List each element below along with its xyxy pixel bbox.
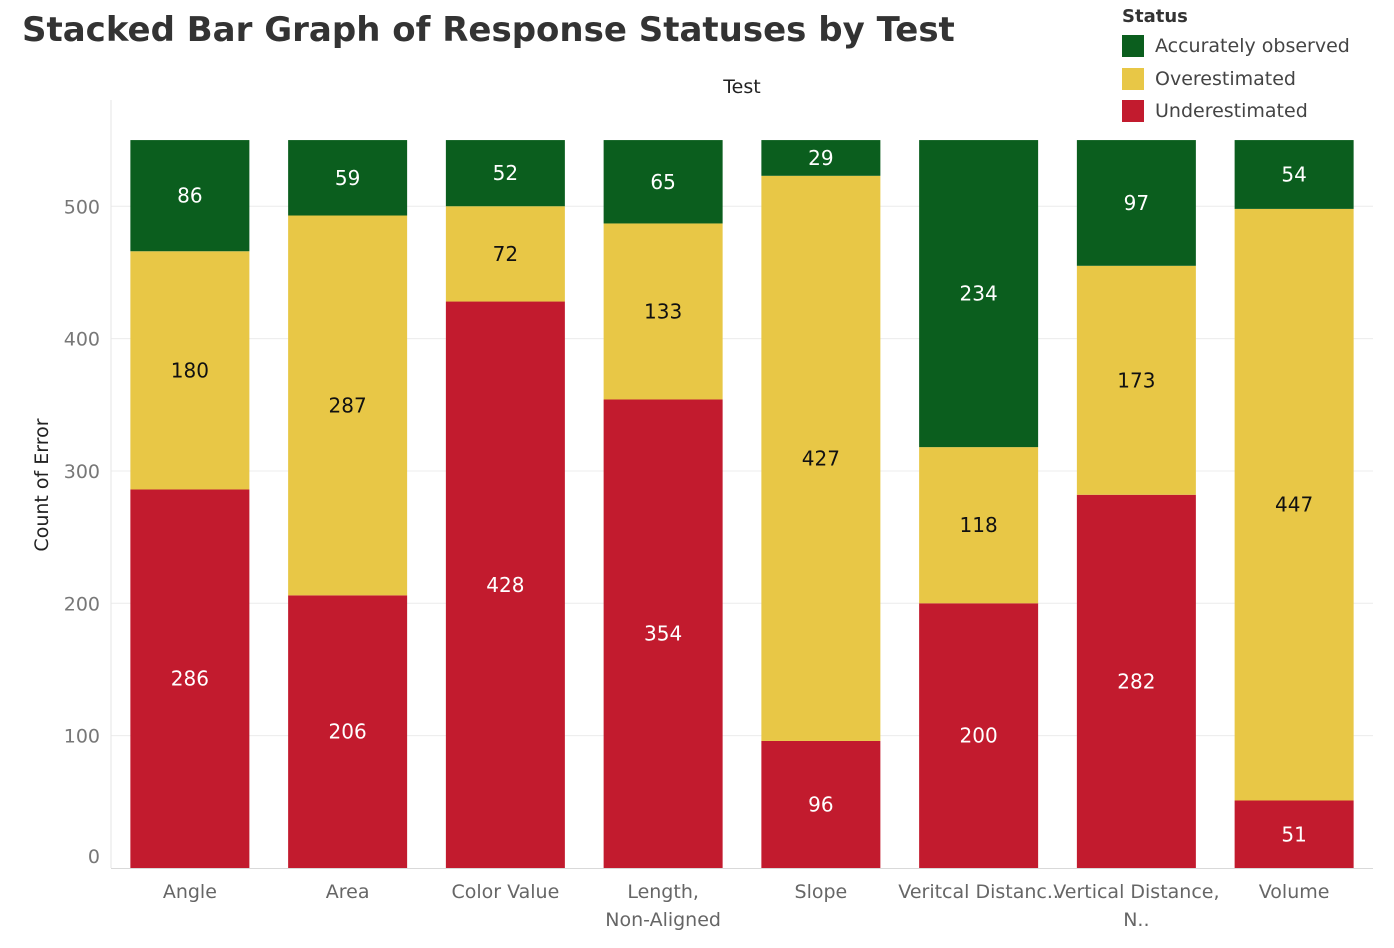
data-label: 428 [486, 573, 524, 597]
data-label: 427 [802, 446, 840, 470]
bar-segment-overestimated [445, 206, 565, 302]
bar-segment-overestimated [1076, 265, 1196, 495]
chart-title: Stacked Bar Graph of Response Statuses b… [22, 10, 955, 50]
data-label: 72 [493, 242, 518, 266]
data-label: 86 [177, 184, 202, 208]
bar-segment-overestimated [1234, 208, 1354, 801]
bar-segment-accurately-observed [130, 140, 250, 252]
x-tick-label: Slope [795, 881, 848, 903]
legend-title: Status [1122, 6, 1188, 27]
data-label: 180 [171, 358, 209, 382]
legend-swatch [1122, 100, 1144, 123]
data-label: 447 [1275, 493, 1313, 517]
y-tick-label: 0 [88, 846, 100, 868]
x-tick-label: Veritcal Distanc.. [898, 881, 1059, 903]
legend-label: Accurately observed [1155, 35, 1350, 58]
bar-segment-accurately-observed [288, 140, 408, 216]
column-header: Test [722, 76, 760, 98]
x-tick-label: Volume [1259, 881, 1330, 903]
bar-segment-accurately-observed [1076, 140, 1196, 266]
bar-segment-overestimated [761, 175, 881, 741]
bar-segment-accurately-observed [445, 140, 565, 207]
legend[interactable]: Status Accurately observed Overestimated U… [1122, 6, 1350, 128]
bar-segment-underestimated [1234, 800, 1354, 868]
data-label: 200 [960, 724, 998, 748]
legend-item-overestimated[interactable]: Overestimated [1122, 63, 1350, 96]
y-tick-label: 200 [64, 593, 100, 615]
data-label: 133 [644, 299, 682, 323]
x-tick-label: Length, Non-Aligned [605, 881, 721, 931]
data-label: 286 [171, 667, 209, 691]
bar-segment-overestimated [919, 447, 1039, 604]
legend-swatch [1122, 67, 1144, 90]
bar-segment-overestimated [288, 215, 408, 596]
bar-segment-accurately-observed [761, 140, 881, 176]
legend-label: Underestimated [1155, 100, 1308, 123]
data-label: 287 [329, 393, 367, 417]
data-label: 206 [329, 720, 367, 744]
bar-segment-underestimated [1076, 494, 1196, 868]
data-label: 52 [493, 161, 518, 185]
data-label: 97 [1124, 191, 1149, 215]
bar-segment-underestimated [919, 603, 1039, 868]
data-label: 282 [1117, 669, 1155, 693]
bar-segment-underestimated [130, 489, 250, 868]
data-label: 173 [1117, 368, 1155, 392]
data-label: 96 [808, 792, 833, 816]
legend-label: Overestimated [1155, 67, 1296, 90]
y-axis-title: Count of Error [31, 418, 53, 551]
data-label: 54 [1281, 162, 1306, 186]
data-label: 65 [650, 170, 675, 194]
x-tick-label: Angle [163, 881, 217, 903]
bar-segment-accurately-observed [919, 140, 1039, 448]
legend-item-underestimated[interactable]: Underestimated [1122, 95, 1350, 128]
bar-segment-overestimated [130, 251, 250, 490]
data-label: 51 [1281, 822, 1306, 846]
data-label: 59 [335, 166, 360, 190]
y-tick-label: 400 [64, 329, 100, 351]
bar-segment-underestimated [761, 740, 881, 868]
y-tick-label: 500 [64, 196, 100, 218]
x-tick-label: Vertical Distance, N.. [1053, 881, 1219, 931]
x-tick-label: Area [326, 881, 370, 903]
data-label: 234 [960, 282, 998, 306]
bar-segment-overestimated [603, 223, 723, 400]
bar-segment-underestimated [288, 595, 408, 868]
legend-swatch [1122, 35, 1144, 58]
data-label: 29 [808, 146, 833, 170]
legend-item-accurately-observed[interactable]: Accurately observed [1122, 30, 1350, 63]
bar-segment-underestimated [603, 399, 723, 868]
legend-items: Accurately observed Overestimated Underest… [1122, 30, 1350, 128]
x-tick-label: Color Value [451, 881, 559, 903]
bar-segment-accurately-observed [1234, 140, 1354, 209]
y-tick-label: 300 [64, 461, 100, 483]
y-tick-label: 100 [64, 726, 100, 748]
data-label: 354 [644, 622, 682, 646]
bar-segment-underestimated [445, 301, 565, 868]
data-label: 118 [960, 513, 998, 537]
bar-segment-accurately-observed [603, 140, 723, 224]
